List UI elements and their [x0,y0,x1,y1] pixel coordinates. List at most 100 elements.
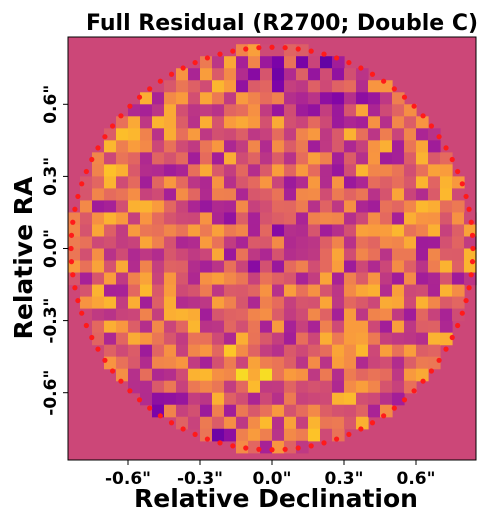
heatmap-cell [308,92,321,105]
heatmap-cell [104,176,117,190]
aperture-boundary-marker [321,440,327,446]
heatmap-cell [428,344,441,358]
heatmap-cell [296,68,309,81]
heatmap-cell [188,368,201,382]
heatmap-cell [248,248,261,262]
heatmap-cell [152,104,165,117]
aperture-boundary-marker [391,405,397,411]
heatmap-cell [284,380,297,394]
heatmap-cell [128,188,141,202]
heatmap-cell [260,260,273,274]
heatmap-cell [260,140,273,153]
x-tick-label: -0.6" [105,469,151,489]
heatmap-cell [152,308,165,322]
heatmap-cell [272,356,285,370]
heatmap-cell [140,92,153,105]
heatmap-cell [248,116,261,129]
aperture-boundary-marker [428,368,435,374]
heatmap-cell [320,188,333,202]
heatmap-cell [236,284,249,298]
heatmap-cell [188,356,201,370]
heatmap-cell [284,104,297,117]
aperture-boundary-marker [358,426,364,432]
heatmap-cell [368,404,381,418]
heatmap-cell [164,332,177,346]
heatmap-cell [392,92,405,105]
heatmap-cell [176,200,189,214]
heatmap-cell [116,128,129,141]
heatmap-cell [296,224,309,238]
heatmap-cell [296,320,309,334]
heatmap-cell [296,344,309,358]
heatmap-cell [332,92,345,105]
aperture-boundary-marker [468,219,474,225]
heatmap-cell [344,272,357,286]
heatmap-cell [344,248,357,262]
aperture-boundary-marker [459,181,465,187]
heatmap-cell [272,428,285,442]
heatmap-cell [200,116,213,129]
heatmap-cell [296,392,309,406]
heatmap-cell [404,332,417,346]
heatmap-cell [440,284,453,298]
heatmap-cell [452,188,465,202]
heatmap-cell [308,356,321,370]
heatmap-cell [284,188,297,202]
heatmap-cell [416,188,429,202]
heatmap-cell [296,140,309,153]
heatmap-cell [440,200,453,214]
aperture-boundary-marker [282,45,288,51]
heatmap-cell [284,308,297,322]
heatmap-cell [272,56,285,69]
heatmap-cell [140,176,153,190]
heatmap-cell [200,248,213,262]
heatmap-cell [392,188,405,202]
heatmap-cell [164,320,177,334]
x-tick-label: -0.3" [177,469,223,489]
heatmap-cell [176,284,189,298]
heatmap-cell [428,284,441,298]
heatmap-cell [224,140,237,153]
heatmap-cell [224,128,237,141]
heatmap-cell [320,416,333,430]
heatmap-cell [80,212,93,226]
heatmap-cell [116,140,129,153]
aperture-boundary-marker [369,71,376,77]
aperture-boundary-marker [70,272,76,278]
heatmap-cell [380,140,393,153]
aperture-boundary-marker [89,334,95,341]
heatmap-cell [272,188,285,202]
heatmap-cell [344,68,357,81]
heatmap-cell [284,320,297,334]
heatmap-cell [308,416,321,430]
heatmap-cell [356,320,369,334]
heatmap-cell [212,128,225,141]
heatmap-cell [164,212,177,226]
aperture-boundary-marker [428,123,435,129]
heatmap-cell [344,320,357,334]
heatmap-cell [392,248,405,262]
heatmap-cell [404,128,417,141]
heatmap-cell [188,248,201,262]
heatmap-cell [344,92,357,105]
heatmap-cell [260,104,273,117]
heatmap-cell [368,344,381,358]
heatmap-cell [164,296,177,310]
heatmap-cell [320,284,333,298]
heatmap-cell [344,152,357,165]
heatmap-cell [404,260,417,274]
heatmap-cell [320,236,333,250]
heatmap-cell [404,152,417,165]
heatmap-cell [152,116,165,129]
heatmap-cell [128,296,141,310]
heatmap-cell [380,380,393,394]
heatmap-cell [260,392,273,406]
heatmap-cell [188,104,201,117]
heatmap-cell [272,176,285,190]
heatmap-cell [428,164,441,177]
heatmap-cell [164,260,177,274]
heatmap-cell [92,236,105,250]
heatmap-cell [176,296,189,310]
heatmap-cell [236,296,249,310]
heatmap-cell [224,104,237,117]
